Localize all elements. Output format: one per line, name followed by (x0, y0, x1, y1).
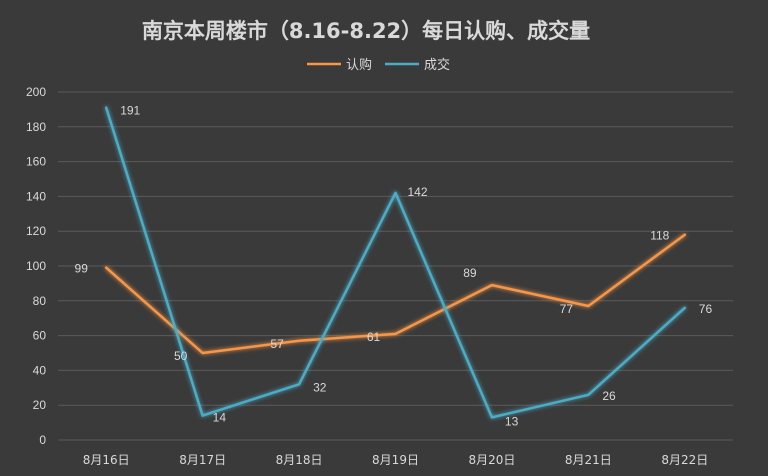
x-tick-label: 8月16日 (83, 453, 130, 467)
series-line-transaction (104, 106, 687, 419)
data-label: 26 (602, 389, 616, 403)
legend: 认购 成交 (307, 57, 450, 73)
data-label: 191 (120, 104, 140, 118)
x-axis: 8月16日 8月17日 8月18日 8月19日 8月20日 8月21日 8月22日 (83, 453, 708, 467)
data-label: 14 (213, 411, 227, 425)
y-tick-label: 0 (39, 433, 46, 447)
x-tick-label: 8月20日 (468, 453, 515, 467)
y-tick-label: 100 (26, 259, 46, 273)
gridlines (58, 91, 733, 441)
series-line-subscription (104, 233, 687, 355)
y-axis: 0 20 40 60 80 100 120 140 160 180 200 (26, 85, 46, 447)
data-label: 118 (650, 229, 669, 243)
legend-label: 成交 (424, 57, 450, 73)
legend-label: 认购 (346, 57, 372, 73)
y-tick-label: 180 (26, 120, 46, 134)
y-tick-label: 140 (26, 189, 46, 203)
data-label: 13 (505, 414, 519, 428)
y-tick-label: 80 (33, 294, 47, 308)
y-tick-label: 200 (26, 85, 46, 99)
y-tick-label: 160 (26, 155, 46, 169)
x-tick-label: 8月17日 (179, 453, 226, 467)
y-tick-label: 20 (33, 398, 47, 412)
x-tick-label: 8月18日 (276, 453, 323, 467)
data-label: 61 (367, 330, 381, 344)
series-layer (104, 106, 687, 419)
data-label: 57 (270, 337, 284, 351)
data-label: 142 (408, 185, 428, 199)
y-tick-label: 60 (33, 329, 47, 343)
data-label: 99 (75, 262, 89, 276)
data-label: 50 (174, 349, 188, 363)
chart-title: 南京本周楼市（8.16-8.22）每日认购、成交量 (142, 19, 590, 43)
y-tick-label: 40 (33, 363, 47, 377)
data-label: 32 (313, 380, 327, 394)
data-label: 76 (699, 302, 713, 316)
x-tick-label: 8月21日 (565, 453, 612, 467)
y-tick-label: 120 (26, 224, 46, 238)
x-tick-label: 8月22日 (661, 453, 708, 467)
data-label: 89 (463, 266, 477, 280)
data-label: 77 (560, 302, 574, 316)
data-labels: 99 50 57 61 89 77 118 191 14 32 142 13 26 76 (75, 104, 713, 429)
x-tick-label: 8月19日 (372, 453, 419, 467)
